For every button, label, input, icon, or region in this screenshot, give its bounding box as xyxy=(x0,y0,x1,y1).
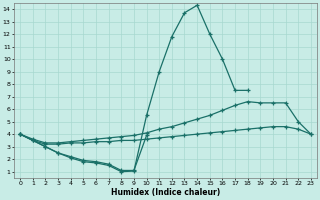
X-axis label: Humidex (Indice chaleur): Humidex (Indice chaleur) xyxy=(111,188,220,197)
